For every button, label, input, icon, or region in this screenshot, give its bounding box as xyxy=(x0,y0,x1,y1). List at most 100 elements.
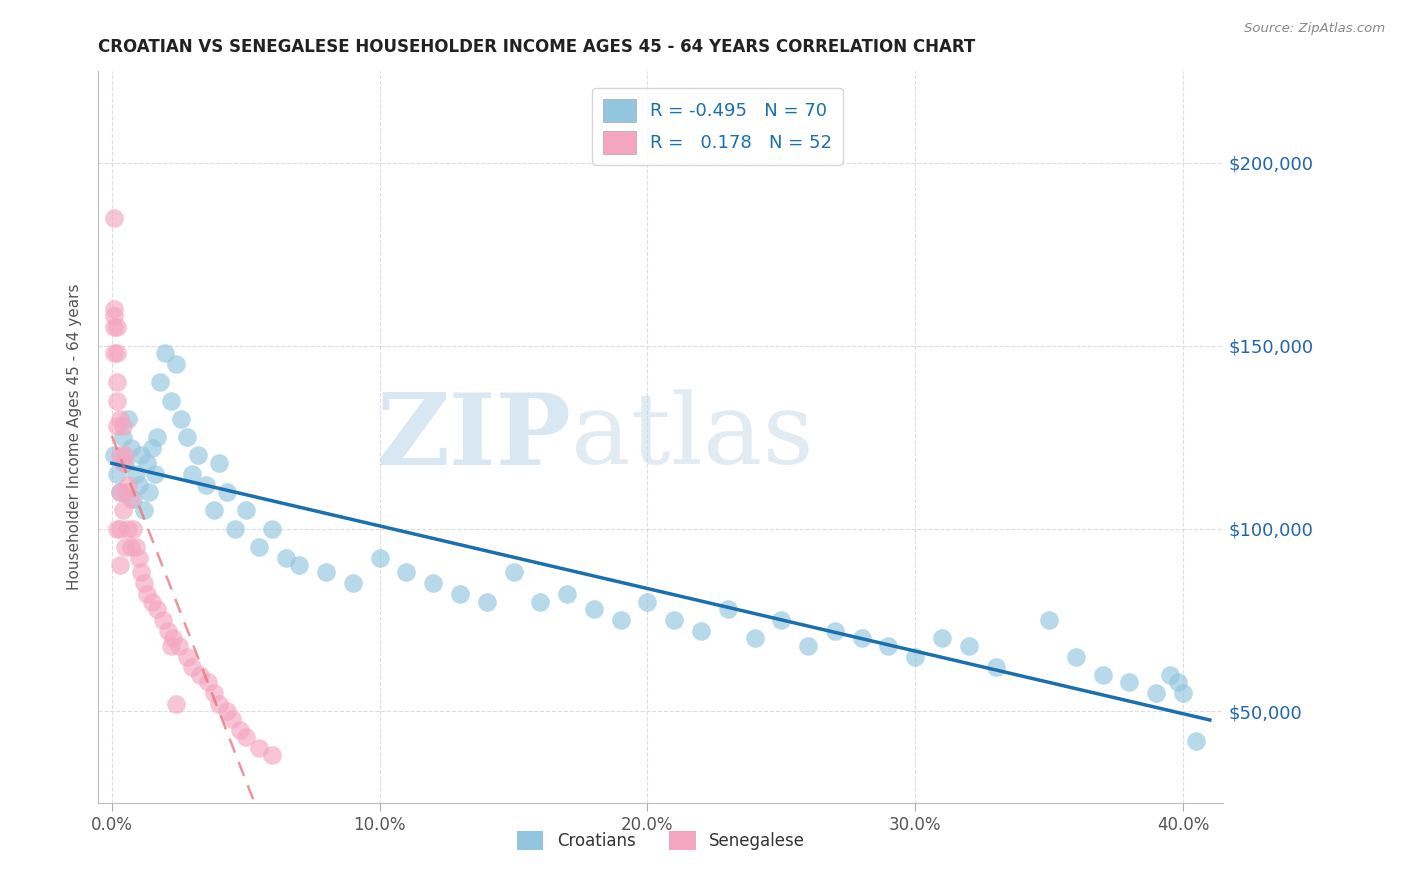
Point xyxy=(155,346,177,360)
Point xyxy=(114,456,136,470)
Text: CROATIAN VS SENEGALESE HOUSEHOLDER INCOME AGES 45 - 64 YEARS CORRELATION CHART: CROATIAN VS SENEGALESE HOUSEHOLDER INCOM… xyxy=(98,38,976,56)
Point xyxy=(368,550,391,565)
Point xyxy=(176,430,198,444)
Point xyxy=(215,484,238,499)
Point xyxy=(664,613,686,627)
Point xyxy=(824,624,846,638)
Point xyxy=(111,430,134,444)
Point xyxy=(103,320,125,334)
Point xyxy=(170,411,193,425)
Point xyxy=(105,346,128,360)
Point xyxy=(224,521,246,535)
Point xyxy=(931,632,953,646)
Point xyxy=(288,558,311,573)
Point xyxy=(315,566,337,580)
Point xyxy=(877,639,900,653)
Point xyxy=(128,477,150,491)
Point xyxy=(103,448,125,462)
Point xyxy=(167,639,190,653)
Point xyxy=(103,301,125,316)
Point xyxy=(152,613,174,627)
Point xyxy=(502,566,524,580)
Point xyxy=(984,660,1007,674)
Point xyxy=(117,521,139,535)
Point xyxy=(1159,667,1181,681)
Point xyxy=(797,639,820,653)
Point xyxy=(555,587,578,601)
Point xyxy=(143,467,166,481)
Point xyxy=(120,492,142,507)
Point xyxy=(122,521,145,535)
Point xyxy=(111,419,134,434)
Point xyxy=(108,411,131,425)
Point xyxy=(103,310,125,324)
Point xyxy=(1167,675,1189,690)
Point xyxy=(135,456,157,470)
Point xyxy=(125,467,148,481)
Point xyxy=(105,320,128,334)
Point xyxy=(105,521,128,535)
Point xyxy=(181,660,204,674)
Point xyxy=(149,375,172,389)
Point xyxy=(165,357,187,371)
Point xyxy=(108,448,131,462)
Point xyxy=(120,540,142,554)
Point xyxy=(342,576,364,591)
Point xyxy=(851,632,873,646)
Point xyxy=(103,346,125,360)
Point xyxy=(1185,733,1208,747)
Point xyxy=(108,558,131,573)
Point xyxy=(162,632,184,646)
Point xyxy=(1038,613,1060,627)
Point xyxy=(114,484,136,499)
Point xyxy=(449,587,471,601)
Point xyxy=(125,540,148,554)
Point xyxy=(202,503,225,517)
Point xyxy=(475,594,498,608)
Point xyxy=(194,477,217,491)
Point xyxy=(129,566,152,580)
Point xyxy=(229,723,252,737)
Point xyxy=(111,503,134,517)
Point xyxy=(957,639,980,653)
Point xyxy=(105,375,128,389)
Point xyxy=(159,393,181,408)
Point xyxy=(108,484,131,499)
Point xyxy=(235,730,257,744)
Point xyxy=(141,441,163,455)
Point xyxy=(103,211,125,225)
Point xyxy=(181,467,204,481)
Point xyxy=(135,587,157,601)
Point xyxy=(1118,675,1140,690)
Point xyxy=(120,441,142,455)
Point xyxy=(235,503,257,517)
Point xyxy=(176,649,198,664)
Point xyxy=(117,477,139,491)
Point xyxy=(208,456,231,470)
Point xyxy=(114,448,136,462)
Point xyxy=(186,448,208,462)
Point xyxy=(221,712,243,726)
Point xyxy=(202,686,225,700)
Point xyxy=(717,602,740,616)
Point xyxy=(395,566,418,580)
Point xyxy=(904,649,927,664)
Point xyxy=(1091,667,1114,681)
Point xyxy=(422,576,444,591)
Point xyxy=(111,456,134,470)
Point xyxy=(146,602,169,616)
Point xyxy=(128,550,150,565)
Point xyxy=(247,540,270,554)
Point xyxy=(582,602,605,616)
Point xyxy=(122,492,145,507)
Point xyxy=(129,448,152,462)
Point xyxy=(188,667,211,681)
Point xyxy=(108,521,131,535)
Point xyxy=(744,632,766,646)
Point xyxy=(105,467,128,481)
Point xyxy=(636,594,658,608)
Legend: Croatians, Senegalese: Croatians, Senegalese xyxy=(510,824,811,856)
Point xyxy=(141,594,163,608)
Text: atlas: atlas xyxy=(571,389,814,485)
Point xyxy=(132,576,155,591)
